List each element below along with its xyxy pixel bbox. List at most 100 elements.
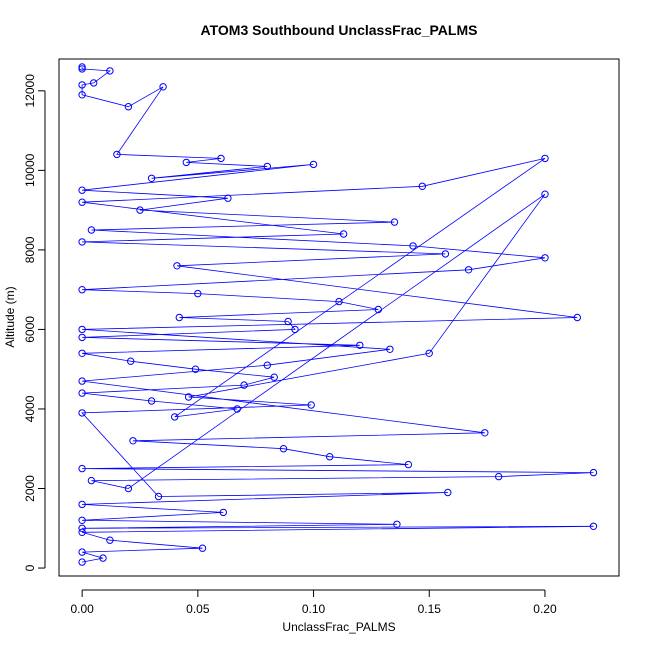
- x-tick-label: 0.00: [70, 602, 94, 616]
- data-point: [87, 476, 96, 485]
- data-point: [233, 405, 241, 413]
- y-tick-label: 12000: [23, 74, 37, 108]
- data-point: [386, 345, 394, 353]
- data-point: [393, 520, 401, 528]
- data-point: [284, 317, 292, 326]
- data-point: [240, 381, 248, 389]
- y-axis-label: Altitude (m): [3, 286, 17, 347]
- data-point: [106, 67, 114, 75]
- data-point: [409, 242, 417, 250]
- data-point: [184, 393, 193, 401]
- data-point: [404, 460, 413, 469]
- data-point: [171, 413, 179, 421]
- data-point: [127, 357, 135, 365]
- data-point: [589, 522, 598, 530]
- data-point: [573, 313, 581, 322]
- data-point: [219, 508, 228, 517]
- data-point: [541, 154, 549, 163]
- data-point: [78, 349, 86, 357]
- series-line: [81, 67, 594, 563]
- data-point: [374, 305, 382, 314]
- y-tick-label: 0: [23, 564, 37, 571]
- y-axis: 0 2000 4000 6000 8000 10000 12000: [23, 74, 46, 571]
- x-axis-label: UnclassFrac_PALMS: [282, 620, 395, 634]
- data-point: [418, 182, 426, 191]
- series-lines: [81, 67, 594, 563]
- y-tick-label: 6000: [23, 316, 37, 343]
- data-point: [279, 445, 288, 453]
- data-point: [307, 401, 315, 409]
- data-point: [136, 206, 144, 214]
- data-point: [194, 289, 202, 298]
- data-point: [78, 198, 86, 206]
- data-point: [326, 453, 334, 461]
- data-point: [90, 79, 98, 87]
- data-point: [78, 548, 86, 556]
- y-tick-label: 8000: [23, 236, 37, 263]
- data-point: [78, 81, 86, 89]
- data-point: [78, 325, 86, 334]
- data-point: [390, 218, 399, 226]
- data-point: [175, 313, 184, 322]
- data-point: [173, 262, 181, 270]
- x-tick-label: 0.15: [418, 602, 442, 616]
- data-point: [481, 429, 489, 437]
- data-point: [270, 373, 278, 381]
- data-point: [464, 266, 473, 274]
- data-point: [441, 250, 450, 258]
- data-point: [224, 194, 232, 202]
- data-point: [147, 397, 156, 405]
- data-point: [78, 500, 86, 509]
- data-point: [99, 554, 107, 562]
- data-point: [78, 238, 86, 246]
- data-point: [291, 325, 299, 334]
- y-tick-label: 10000: [23, 153, 37, 187]
- x-tick-label: 0.05: [186, 602, 210, 616]
- data-point: [78, 91, 86, 99]
- data-point: [356, 341, 364, 349]
- data-point: [159, 83, 167, 91]
- data-point: [78, 389, 86, 397]
- data-point: [78, 524, 86, 532]
- data-point: [335, 297, 343, 306]
- data-point: [78, 528, 86, 536]
- data-point: [495, 472, 503, 481]
- data-point: [154, 492, 163, 501]
- data-point: [78, 516, 86, 524]
- data-point: [425, 349, 433, 357]
- data-point: [78, 286, 86, 294]
- data-point: [129, 437, 137, 445]
- data-point: [78, 377, 86, 385]
- data-point: [182, 158, 191, 167]
- data-point: [124, 484, 133, 493]
- data-point: [198, 544, 207, 552]
- data-point: [106, 536, 114, 544]
- data-point: [78, 464, 86, 473]
- data-point: [339, 230, 348, 238]
- data-point: [444, 488, 452, 497]
- data-point: [541, 254, 549, 262]
- data-point: [87, 226, 96, 234]
- data-point: [309, 160, 318, 169]
- data-point: [78, 333, 86, 342]
- series-points: [78, 63, 598, 566]
- data-point: [263, 361, 271, 369]
- data-point: [541, 190, 549, 198]
- x-axis: 0.00 0.05 0.10 0.15 0.20: [70, 589, 557, 616]
- data-point: [191, 365, 200, 373]
- data-point: [78, 65, 86, 73]
- data-point: [217, 154, 225, 163]
- x-tick-label: 0.20: [533, 602, 557, 616]
- data-point: [147, 174, 156, 183]
- y-tick-label: 4000: [23, 395, 37, 422]
- x-tick-label: 0.10: [302, 602, 326, 616]
- y-tick-label: 2000: [23, 475, 37, 502]
- plot-frame: [58, 58, 620, 577]
- chart-title: ATOM3 Southbound UnclassFrac_PALMS: [201, 22, 478, 38]
- data-point: [78, 63, 86, 71]
- data-point: [263, 162, 271, 171]
- data-point: [78, 558, 86, 566]
- data-point: [113, 150, 121, 159]
- data-point: [78, 409, 86, 417]
